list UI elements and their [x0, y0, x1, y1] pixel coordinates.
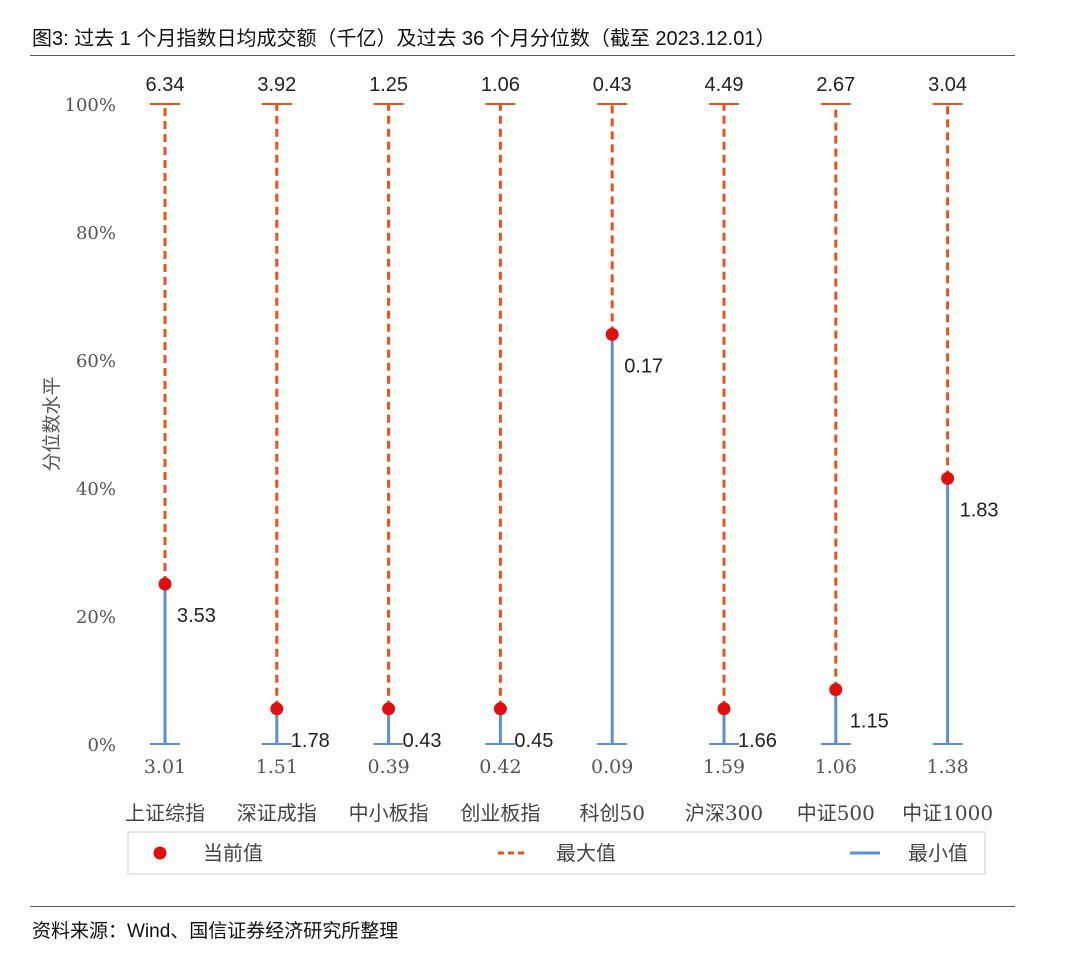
max-value-label: 3.92 [257, 74, 296, 96]
min-value-label: 1.06 [815, 756, 857, 778]
y-tick-label: 60% [76, 351, 116, 372]
min-value-label: 3.01 [144, 756, 186, 778]
current-value-label: 0.45 [514, 730, 553, 752]
percentile-chart: 0% 20% 40% 60% 80% 100% 分位数水平 6.34 3.53 3.01 上证综指 3… [41, 74, 999, 875]
max-value-label: 1.06 [481, 74, 520, 96]
current-point [493, 702, 507, 716]
min-value-label: 0.42 [479, 756, 521, 778]
category-label: 中小板指 [349, 801, 429, 825]
title-rule [30, 55, 1015, 56]
figure-title: 图3: 过去 1 个月指数日均成交额（千亿）及过去 36 个月分位数（截至 20… [32, 28, 776, 50]
y-tick-label: 80% [76, 223, 116, 244]
min-value-label: 1.59 [703, 756, 745, 778]
source-rule [30, 906, 1015, 907]
current-value-label: 1.15 [850, 711, 889, 733]
max-value-label: 4.49 [705, 74, 744, 96]
y-axis-label: 分位数水平 [41, 376, 63, 471]
category-label: 沪深300 [685, 801, 763, 825]
current-value-label: 1.78 [291, 730, 330, 752]
current-value-label: 1.66 [738, 730, 777, 752]
legend-max-label: 最大值 [556, 841, 616, 865]
y-tick-label: 20% [76, 607, 116, 628]
current-point [270, 702, 284, 716]
y-tick-label: 40% [76, 479, 116, 500]
current-value-label: 3.53 [177, 605, 216, 627]
category-label: 中证500 [797, 801, 875, 825]
min-value-label: 0.09 [591, 756, 633, 778]
max-value-label: 1.25 [369, 74, 408, 96]
legend-current-marker [153, 846, 167, 860]
max-value-label: 2.67 [816, 74, 855, 96]
legend-min-label: 最小值 [908, 841, 968, 865]
current-point [382, 702, 396, 716]
max-value-label: 6.34 [146, 74, 185, 96]
min-value-label: 1.38 [926, 756, 968, 778]
legend-box [127, 831, 986, 875]
min-value-label: 0.39 [367, 756, 409, 778]
current-value-label: 1.83 [960, 499, 999, 521]
category-label: 中证1000 [902, 801, 993, 825]
source-note: 资料来源：Wind、国信证券经济研究所整理 [32, 921, 399, 942]
current-point [717, 702, 731, 716]
current-point [941, 471, 955, 485]
current-value-label: 0.17 [624, 355, 663, 377]
category-label: 上证综指 [125, 801, 205, 825]
category-label: 创业板指 [460, 801, 540, 825]
max-value-label: 0.43 [593, 74, 632, 96]
min-value-label: 1.51 [256, 756, 298, 778]
current-point [158, 577, 172, 591]
y-tick-label: 100% [65, 95, 116, 116]
y-tick-label: 0% [87, 735, 116, 756]
category-label: 科创50 [579, 801, 644, 825]
legend-current-label: 当前值 [203, 841, 263, 865]
current-point [605, 327, 619, 341]
current-point [829, 683, 843, 697]
current-value-label: 0.43 [403, 730, 442, 752]
category-label: 深证成指 [237, 801, 317, 825]
max-value-label: 3.04 [928, 74, 967, 96]
